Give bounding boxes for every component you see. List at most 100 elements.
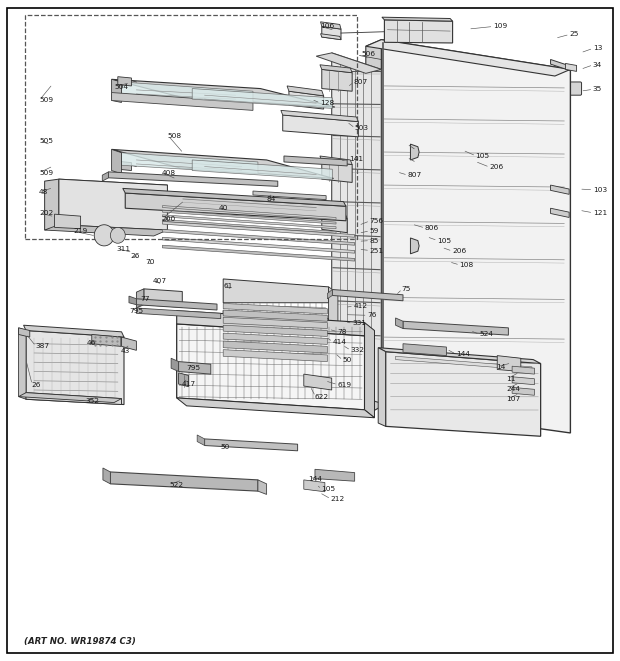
Polygon shape bbox=[171, 358, 179, 371]
Text: 509: 509 bbox=[39, 97, 53, 103]
Polygon shape bbox=[321, 22, 341, 29]
Text: 121: 121 bbox=[593, 210, 607, 216]
Polygon shape bbox=[410, 238, 419, 254]
Polygon shape bbox=[122, 153, 258, 174]
Text: 756: 756 bbox=[370, 217, 384, 224]
Polygon shape bbox=[162, 229, 355, 245]
Polygon shape bbox=[512, 366, 534, 374]
Text: 219: 219 bbox=[73, 228, 87, 235]
Text: 407: 407 bbox=[153, 278, 167, 284]
Text: 85: 85 bbox=[370, 237, 379, 244]
Polygon shape bbox=[177, 311, 365, 336]
Text: 26: 26 bbox=[32, 381, 41, 388]
Polygon shape bbox=[136, 308, 221, 319]
Polygon shape bbox=[281, 110, 358, 122]
Text: 311: 311 bbox=[117, 245, 131, 252]
Polygon shape bbox=[382, 17, 453, 21]
Polygon shape bbox=[162, 237, 355, 253]
Polygon shape bbox=[565, 63, 577, 71]
Circle shape bbox=[94, 225, 114, 246]
Polygon shape bbox=[223, 303, 327, 314]
Polygon shape bbox=[320, 210, 347, 219]
Polygon shape bbox=[223, 317, 327, 329]
Text: 144: 144 bbox=[308, 475, 322, 482]
Text: 387: 387 bbox=[35, 343, 50, 350]
Polygon shape bbox=[122, 82, 253, 102]
Polygon shape bbox=[304, 480, 325, 492]
Text: 206: 206 bbox=[489, 164, 503, 171]
Text: 509: 509 bbox=[39, 169, 53, 176]
Polygon shape bbox=[112, 79, 122, 102]
Polygon shape bbox=[59, 179, 167, 230]
Polygon shape bbox=[102, 172, 108, 181]
Polygon shape bbox=[112, 149, 122, 174]
Text: 76: 76 bbox=[367, 312, 376, 319]
Text: 103: 103 bbox=[593, 186, 607, 193]
Text: 200: 200 bbox=[162, 215, 176, 222]
Polygon shape bbox=[162, 221, 355, 237]
Polygon shape bbox=[512, 387, 534, 395]
Polygon shape bbox=[327, 290, 332, 299]
Text: 84: 84 bbox=[267, 196, 276, 202]
Polygon shape bbox=[258, 480, 267, 494]
Polygon shape bbox=[321, 34, 341, 40]
Polygon shape bbox=[551, 185, 569, 194]
Polygon shape bbox=[320, 65, 352, 73]
Polygon shape bbox=[410, 144, 419, 160]
Text: 244: 244 bbox=[507, 385, 521, 392]
Text: 807: 807 bbox=[407, 172, 422, 178]
Text: 107: 107 bbox=[507, 396, 521, 403]
Polygon shape bbox=[110, 472, 258, 491]
Polygon shape bbox=[197, 435, 205, 446]
Text: 46: 46 bbox=[87, 340, 96, 346]
Polygon shape bbox=[108, 172, 278, 186]
Polygon shape bbox=[283, 115, 358, 137]
Polygon shape bbox=[223, 311, 329, 336]
Text: 78: 78 bbox=[337, 329, 347, 335]
Text: 48: 48 bbox=[39, 188, 48, 195]
Polygon shape bbox=[177, 324, 365, 410]
Text: 105: 105 bbox=[437, 237, 451, 244]
Polygon shape bbox=[320, 156, 352, 165]
Polygon shape bbox=[192, 89, 332, 108]
Text: 77: 77 bbox=[141, 296, 150, 303]
Text: 144: 144 bbox=[456, 351, 470, 358]
Polygon shape bbox=[322, 69, 352, 91]
Text: 105: 105 bbox=[321, 486, 335, 492]
Polygon shape bbox=[24, 325, 124, 337]
Text: 34: 34 bbox=[593, 61, 602, 68]
Polygon shape bbox=[322, 161, 352, 182]
Text: 408: 408 bbox=[161, 169, 175, 176]
Polygon shape bbox=[366, 40, 570, 76]
Polygon shape bbox=[45, 225, 167, 236]
Text: 505: 505 bbox=[39, 137, 53, 144]
Text: 619: 619 bbox=[337, 381, 352, 388]
Text: 50: 50 bbox=[342, 357, 352, 364]
Text: 504: 504 bbox=[114, 83, 128, 90]
Text: 128: 128 bbox=[320, 100, 334, 106]
Polygon shape bbox=[304, 374, 332, 390]
Polygon shape bbox=[125, 193, 346, 221]
Text: 506: 506 bbox=[361, 51, 376, 58]
Polygon shape bbox=[287, 86, 324, 96]
Polygon shape bbox=[322, 215, 347, 233]
Polygon shape bbox=[223, 350, 327, 362]
Polygon shape bbox=[396, 356, 532, 370]
Polygon shape bbox=[19, 393, 122, 403]
Text: 622: 622 bbox=[315, 393, 329, 400]
Polygon shape bbox=[384, 20, 453, 43]
Text: 332: 332 bbox=[350, 347, 365, 354]
Polygon shape bbox=[322, 26, 341, 40]
Polygon shape bbox=[551, 208, 569, 217]
Polygon shape bbox=[223, 310, 327, 321]
Polygon shape bbox=[378, 348, 386, 426]
Text: 50: 50 bbox=[220, 444, 229, 450]
Text: 11: 11 bbox=[507, 375, 516, 382]
Polygon shape bbox=[386, 352, 541, 436]
Polygon shape bbox=[381, 40, 570, 433]
Polygon shape bbox=[223, 279, 329, 303]
FancyBboxPatch shape bbox=[568, 82, 582, 95]
Polygon shape bbox=[512, 377, 534, 385]
Polygon shape bbox=[177, 398, 374, 418]
Polygon shape bbox=[118, 77, 131, 86]
